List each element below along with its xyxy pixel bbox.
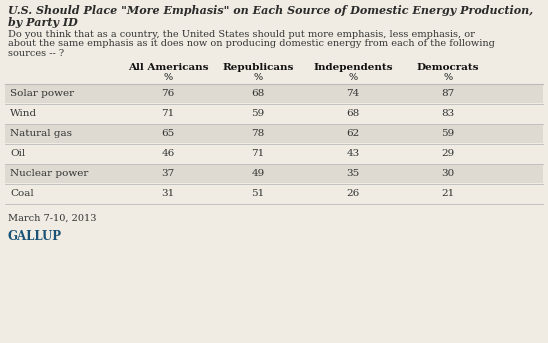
Text: sources -- ?: sources -- ?: [8, 49, 64, 58]
Text: Republicans: Republicans: [222, 62, 294, 71]
Text: 83: 83: [441, 109, 455, 118]
Text: 71: 71: [161, 109, 175, 118]
Text: by Party ID: by Party ID: [8, 17, 78, 28]
Text: %: %: [253, 73, 262, 83]
Text: 65: 65: [161, 129, 175, 138]
Text: Oil: Oil: [10, 149, 25, 158]
Text: Coal: Coal: [10, 189, 34, 198]
Text: Solar power: Solar power: [10, 89, 74, 98]
Text: All Americans: All Americans: [128, 62, 208, 71]
Text: GALLUP: GALLUP: [8, 230, 62, 244]
Text: Democrats: Democrats: [416, 62, 480, 71]
Text: 29: 29: [441, 149, 455, 158]
Bar: [5, 123, 543, 143]
Text: Independents: Independents: [313, 62, 393, 71]
Text: 21: 21: [441, 189, 455, 198]
Text: Nuclear power: Nuclear power: [10, 169, 88, 178]
Text: 26: 26: [346, 189, 359, 198]
Text: 30: 30: [441, 169, 455, 178]
Bar: [5, 83, 543, 103]
Text: 71: 71: [252, 149, 265, 158]
Text: 51: 51: [252, 189, 265, 198]
Text: 37: 37: [161, 169, 175, 178]
Bar: [5, 164, 543, 183]
Text: U.S. Should Place "More Emphasis" on Each Source of Domestic Energy Production,: U.S. Should Place "More Emphasis" on Eac…: [8, 5, 533, 16]
Text: Wind: Wind: [10, 109, 37, 118]
Bar: [5, 184, 543, 203]
Text: 62: 62: [346, 129, 359, 138]
Bar: [5, 143, 543, 163]
Text: 76: 76: [161, 89, 175, 98]
Text: %: %: [443, 73, 453, 83]
Text: 74: 74: [346, 89, 359, 98]
Text: 87: 87: [441, 89, 455, 98]
Text: 35: 35: [346, 169, 359, 178]
Text: 68: 68: [252, 89, 265, 98]
Text: 46: 46: [161, 149, 175, 158]
Text: 78: 78: [252, 129, 265, 138]
Text: 59: 59: [441, 129, 455, 138]
Text: %: %: [163, 73, 173, 83]
Text: Natural gas: Natural gas: [10, 129, 72, 138]
Text: 31: 31: [161, 189, 175, 198]
Bar: [5, 104, 543, 123]
Text: about the same emphasis as it does now on producing domestic energy from each of: about the same emphasis as it does now o…: [8, 39, 495, 48]
Text: 68: 68: [346, 109, 359, 118]
Text: 49: 49: [252, 169, 265, 178]
Text: Do you think that as a country, the United States should put more emphasis, less: Do you think that as a country, the Unit…: [8, 30, 475, 39]
Text: March 7-10, 2013: March 7-10, 2013: [8, 213, 96, 223]
Text: 43: 43: [346, 149, 359, 158]
Text: 59: 59: [252, 109, 265, 118]
Text: %: %: [349, 73, 357, 83]
